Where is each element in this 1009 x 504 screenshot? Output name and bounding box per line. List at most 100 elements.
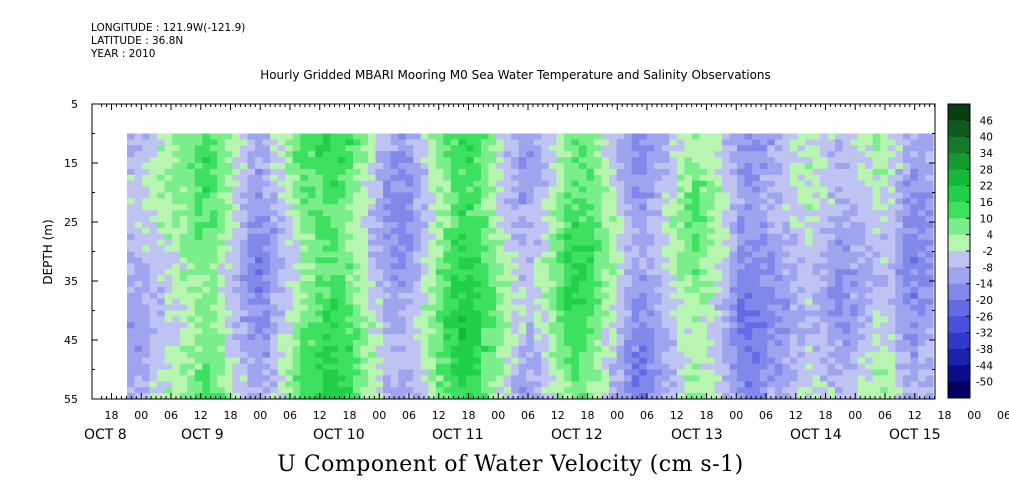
- heatmap-cell: [473, 157, 482, 164]
- heatmap-cell: [699, 233, 708, 241]
- heatmap-cell: [850, 168, 859, 176]
- heatmap-cell: [639, 304, 648, 312]
- heatmap-cell: [270, 269, 279, 276]
- heatmap-cell: [270, 210, 279, 217]
- heatmap-cell: [157, 381, 166, 388]
- heatmap-cell: [368, 257, 377, 264]
- heatmap-cell: [322, 216, 331, 223]
- heatmap-cell: [578, 222, 588, 229]
- heatmap-cell: [428, 357, 437, 365]
- heatmap-cell: [383, 204, 392, 211]
- heatmap-cell: [232, 157, 241, 164]
- heatmap-cell: [744, 139, 753, 146]
- heatmap-cell: [270, 322, 279, 329]
- heatmap-cell: [887, 298, 896, 306]
- heatmap-cell: [337, 251, 347, 258]
- heatmap-cell: [676, 139, 686, 146]
- heatmap-cell: [255, 227, 264, 235]
- heatmap-cell: [398, 340, 407, 347]
- heatmap-cell: [707, 304, 716, 312]
- heatmap-cell: [669, 133, 678, 140]
- heatmap-cell: [842, 269, 851, 276]
- heatmap-cell: [127, 168, 136, 176]
- heatmap-cell: [262, 381, 271, 388]
- heatmap-cell: [767, 222, 776, 229]
- heatmap-cell: [563, 286, 573, 294]
- heatmap-cell: [563, 275, 573, 282]
- heatmap-cell: [224, 369, 234, 376]
- heatmap-cell: [609, 163, 618, 170]
- heatmap-cell: [571, 310, 580, 317]
- heatmap-cell: [127, 328, 136, 335]
- heatmap-cell: [518, 334, 527, 341]
- heatmap-cell: [315, 186, 324, 194]
- heatmap-cell: [187, 316, 196, 323]
- heatmap-cell: [586, 381, 595, 388]
- heatmap-cell: [300, 163, 309, 170]
- heatmap-cell: [511, 316, 520, 323]
- heatmap-cell: [827, 245, 836, 253]
- heatmap-cell: [390, 151, 399, 158]
- heatmap-cell: [157, 216, 166, 223]
- heatmap-cell: [910, 251, 919, 258]
- heatmap-cell: [179, 316, 188, 323]
- heatmap-cell: [684, 222, 693, 229]
- heatmap-cell: [390, 222, 399, 229]
- heatmap-cell: [722, 263, 731, 270]
- heatmap-cell: [707, 216, 716, 223]
- heatmap-cell: [360, 168, 369, 176]
- heatmap-cell: [887, 251, 896, 258]
- heatmap-cell: [669, 363, 678, 371]
- heatmap-cell: [902, 269, 911, 276]
- heatmap-cell: [352, 345, 362, 353]
- heatmap-cell: [428, 216, 437, 223]
- heatmap-cell: [134, 233, 143, 241]
- heatmap-cell: [172, 351, 181, 359]
- heatmap-cell: [255, 345, 264, 353]
- heatmap-cell: [917, 168, 927, 176]
- heatmap-cell: [179, 286, 188, 294]
- heatmap-cell: [270, 151, 279, 158]
- heatmap-cell: [398, 363, 407, 371]
- heatmap-cell: [707, 192, 716, 199]
- heatmap-cell: [172, 186, 181, 194]
- heatmap-cell: [315, 210, 324, 217]
- heatmap-cell: [292, 310, 301, 317]
- heatmap-cell: [390, 269, 399, 276]
- heatmap-cell: [548, 245, 557, 253]
- heatmap-cell: [149, 345, 158, 353]
- heatmap-cell: [503, 286, 512, 294]
- heatmap-cell: [285, 275, 294, 282]
- heatmap-cell: [458, 340, 467, 347]
- heatmap-cell: [857, 328, 866, 335]
- heatmap-cell: [134, 322, 143, 329]
- heatmap-cell: [556, 216, 565, 223]
- heatmap-cell: [774, 310, 783, 317]
- heatmap-cell: [880, 198, 889, 205]
- heatmap-cell: [594, 139, 603, 146]
- heatmap-cell: [481, 227, 490, 235]
- heatmap-cell: [578, 322, 588, 329]
- heatmap-cell: [247, 393, 256, 399]
- heatmap-cell: [352, 340, 362, 347]
- heatmap-cell: [413, 363, 422, 371]
- heatmap-cell: [255, 257, 264, 264]
- heatmap-cell: [789, 151, 799, 158]
- heatmap-cell: [616, 198, 625, 205]
- heatmap-cell: [541, 369, 550, 376]
- heatmap-cell: [420, 381, 429, 388]
- heatmap-cell: [164, 393, 173, 399]
- heatmap-cell: [676, 257, 686, 264]
- heatmap-cell: [300, 263, 309, 270]
- heatmap-cell: [383, 322, 392, 329]
- heatmap-cell: [330, 328, 339, 335]
- heatmap-cell: [277, 245, 286, 253]
- heatmap-cell: [209, 375, 218, 382]
- heatmap-cell: [435, 393, 444, 399]
- heatmap-cell: [729, 192, 738, 199]
- heatmap-cell: [496, 151, 505, 158]
- heatmap-cell: [202, 245, 211, 253]
- heatmap-cell: [149, 375, 158, 382]
- heatmap-cell: [398, 357, 407, 365]
- heatmap-cell: [458, 222, 467, 229]
